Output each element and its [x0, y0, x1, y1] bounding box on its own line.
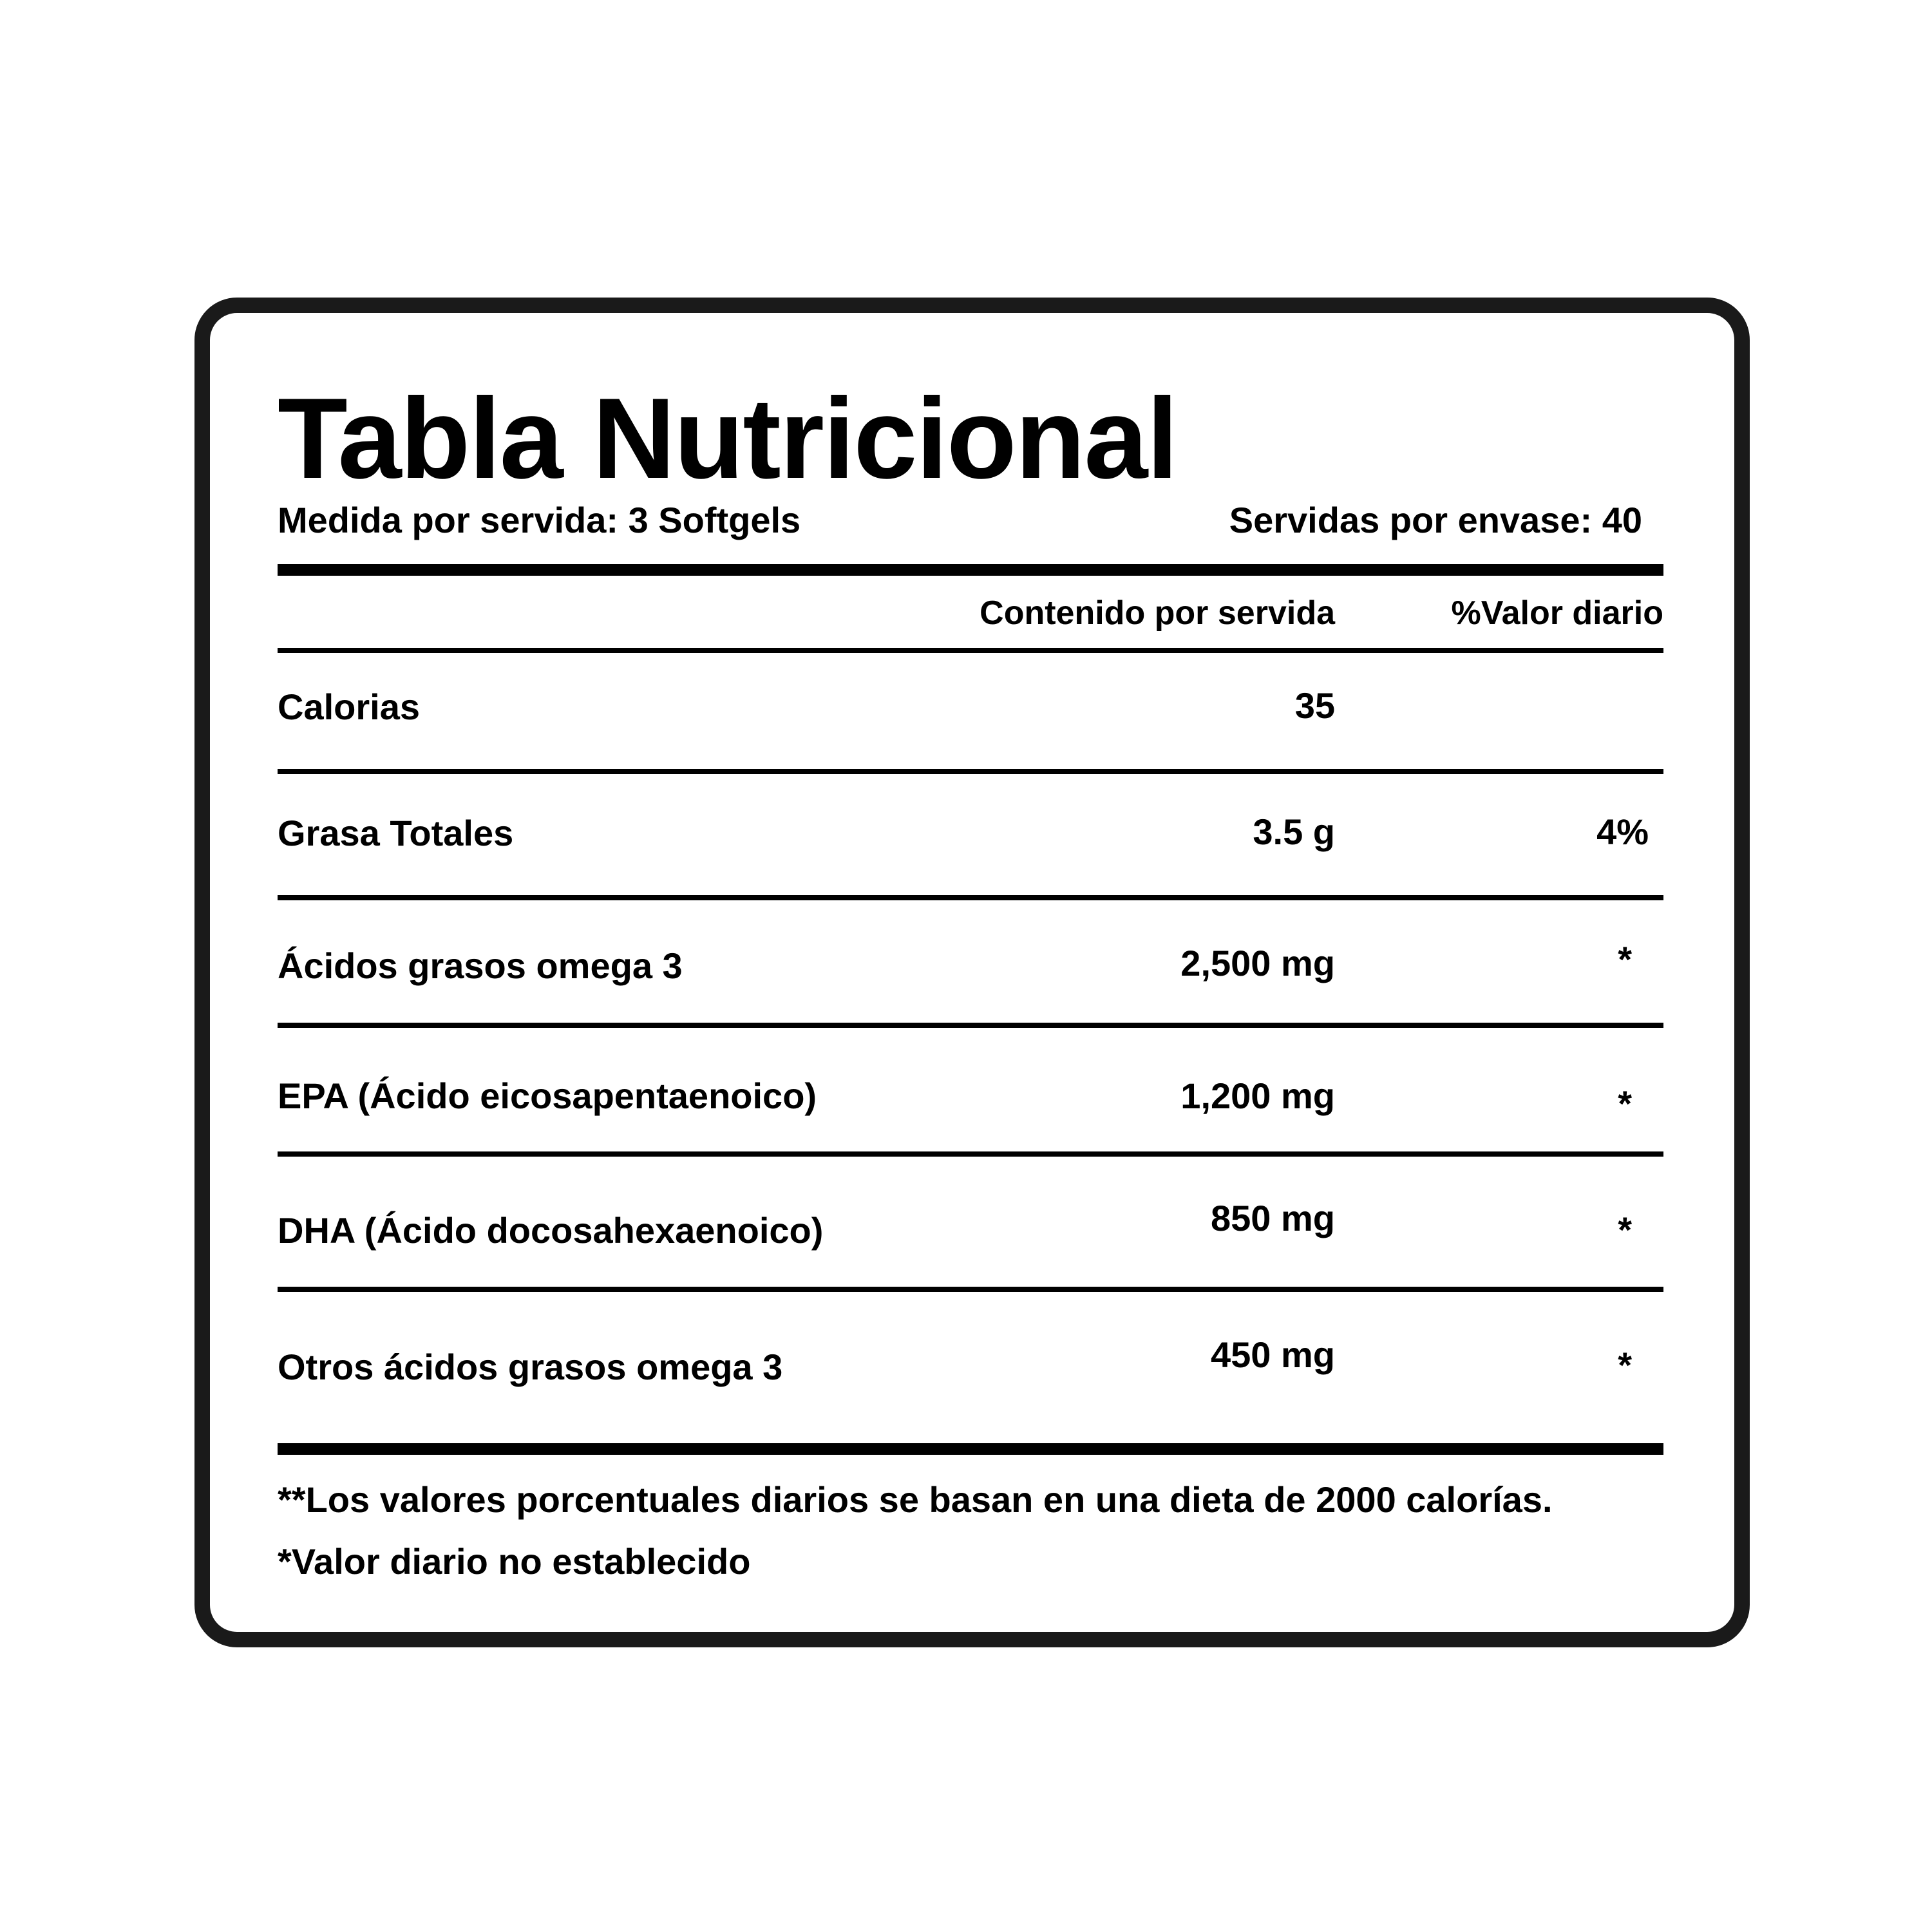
row-label: DHA (Ácido docosahexaenoico) — [278, 1210, 824, 1251]
row-daily-value: * — [1618, 1083, 1632, 1124]
divider — [278, 1151, 1663, 1157]
divider — [278, 1287, 1663, 1292]
row-amount: 3.5 g — [1253, 811, 1335, 852]
row-daily-value: * — [1618, 1345, 1632, 1385]
footnote-not-established: *Valor diario no establecido — [278, 1541, 751, 1582]
divider — [278, 895, 1663, 900]
column-header-amount: Contenido por servida — [980, 594, 1335, 632]
page-title: Tabla Nutricional — [278, 374, 1179, 502]
row-label: Ácidos grasos omega 3 — [278, 945, 683, 986]
row-daily-value: * — [1618, 1209, 1632, 1250]
footnote-daily-values: **Los valores porcentuales diarios se ba… — [278, 1479, 1553, 1520]
row-label: Otros ácidos grasos omega 3 — [278, 1347, 783, 1387]
row-label: Calorias — [278, 687, 420, 727]
row-amount: 1,200 mg — [1180, 1075, 1335, 1116]
serving-size: Medida por servida: 3 Softgels — [278, 500, 801, 540]
row-amount: 35 — [1294, 685, 1335, 726]
row-label: Grasa Totales — [278, 813, 514, 853]
servings-per-container: Servidas por envase: 40 — [1229, 500, 1642, 540]
divider — [278, 769, 1663, 774]
row-label: EPA (Ácido eicosapentaenoico) — [278, 1075, 817, 1116]
divider — [278, 648, 1663, 653]
row-amount: 450 mg — [1211, 1334, 1335, 1375]
row-amount: 850 mg — [1211, 1198, 1335, 1238]
divider-thick — [278, 1443, 1663, 1455]
row-daily-value: * — [1618, 939, 1632, 980]
row-amount: 2,500 mg — [1180, 943, 1335, 983]
divider — [278, 1023, 1663, 1028]
row-daily-value: 4% — [1596, 811, 1649, 852]
divider-thick — [278, 564, 1663, 576]
column-header-daily-value: %Valor diario — [1451, 594, 1663, 632]
nutrition-label-card — [194, 298, 1750, 1647]
